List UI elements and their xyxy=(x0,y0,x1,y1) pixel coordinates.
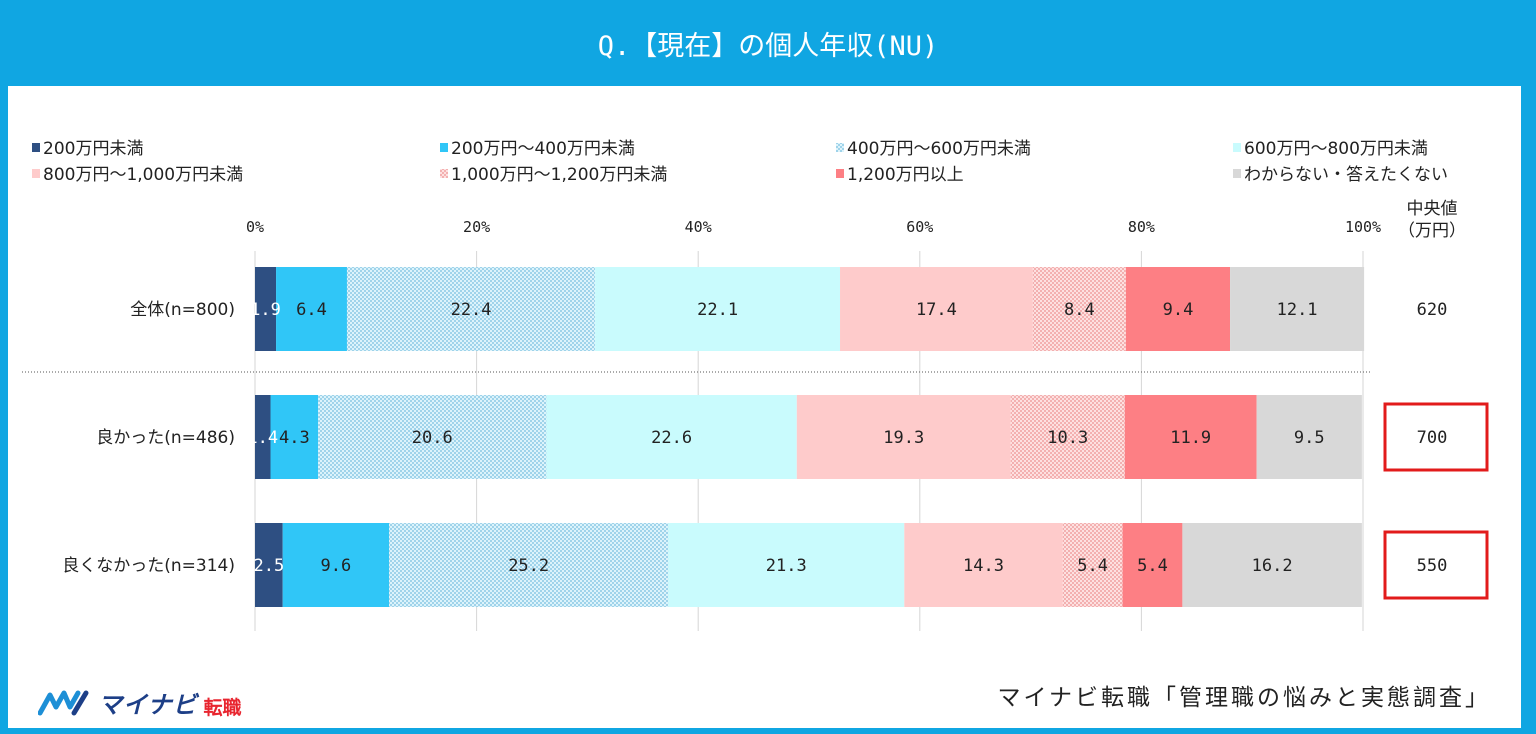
chart-title: Q.【現在】の個人年収(NU) xyxy=(597,30,939,62)
data-label: 4.3 xyxy=(279,428,310,448)
data-label: 2.5 xyxy=(253,556,284,576)
category-label: 良かった(n=486) xyxy=(96,428,235,448)
mynavi-logo-icon xyxy=(38,690,89,716)
legend-label: 1,200万円以上 xyxy=(847,165,964,185)
bar-segment xyxy=(255,395,271,479)
data-label: 22.1 xyxy=(697,300,738,320)
bar-segment xyxy=(668,523,905,607)
data-label: 20.6 xyxy=(412,428,453,448)
median-highlight-box xyxy=(1383,402,1489,472)
bar-segment xyxy=(1062,523,1123,607)
data-label: 11.9 xyxy=(1170,428,1211,448)
bar-segment xyxy=(346,267,596,351)
data-label: 14.3 xyxy=(963,556,1004,576)
data-label: 6.4 xyxy=(296,300,327,320)
bar-segment xyxy=(1182,523,1362,607)
legend-label: 600万円～800万円未満 xyxy=(1244,139,1428,159)
legend-label: 800万円～1,000万円未満 xyxy=(43,165,243,185)
data-label: 9.4 xyxy=(1163,300,1194,320)
legend-swatch xyxy=(836,143,844,152)
data-label: 9.5 xyxy=(1294,428,1325,448)
legend-label: 1,000万円～1,200万円未満 xyxy=(451,165,667,185)
brand-name: マイナビ xyxy=(98,690,198,719)
legend-label: 200万円未満 xyxy=(43,139,143,159)
category-label: 良くなかった(n=314) xyxy=(62,556,235,576)
data-label: 12.1 xyxy=(1277,300,1318,320)
data-label: 1.4 xyxy=(247,428,278,448)
bar-segment xyxy=(1122,523,1183,607)
bar-segment xyxy=(595,267,841,351)
legend-swatch xyxy=(440,143,448,152)
legend-label: わからない・答えたくない xyxy=(1244,165,1448,185)
data-label: 9.6 xyxy=(321,556,352,576)
legend-swatch xyxy=(836,169,844,178)
bar-segment xyxy=(1032,267,1126,351)
median-header: 中央値 xyxy=(1407,199,1458,219)
x-tick-label: 80% xyxy=(1128,218,1155,236)
x-tick-label: 100% xyxy=(1345,218,1381,236)
median-highlight-box xyxy=(1383,530,1489,600)
bar-segment xyxy=(276,267,347,351)
data-label: 1.9 xyxy=(250,300,281,320)
bar-segment xyxy=(1256,395,1362,479)
data-label: 17.4 xyxy=(916,300,957,320)
bar-segment xyxy=(796,395,1011,479)
x-tick-label: 40% xyxy=(685,218,712,236)
data-label: 8.4 xyxy=(1064,300,1095,320)
x-tick-label: 0% xyxy=(246,218,264,236)
median-value: 620 xyxy=(1417,300,1448,320)
data-label: 22.6 xyxy=(651,428,692,448)
data-label: 5.4 xyxy=(1137,556,1168,576)
legend-label: 400万円～600万円未満 xyxy=(847,139,1031,159)
data-label: 16.2 xyxy=(1252,556,1293,576)
legend-swatch xyxy=(32,169,40,178)
bar-segment xyxy=(255,267,277,351)
legend-swatch xyxy=(1233,143,1241,152)
mynavi-logo: マイナビ 転職 xyxy=(38,684,242,720)
bar-segment xyxy=(1125,267,1231,351)
legend-swatch xyxy=(32,143,40,152)
brand-sub: 転職 xyxy=(203,696,242,719)
data-label: 19.3 xyxy=(883,428,924,448)
median-header: （万円） xyxy=(1398,221,1466,241)
bar-segment xyxy=(318,395,547,479)
legend-label: 200万円～400万円未満 xyxy=(451,139,635,159)
bar-segment xyxy=(840,267,1033,351)
bar-segment xyxy=(255,523,283,607)
bar-segment xyxy=(904,523,1063,607)
bar-segment xyxy=(1230,267,1365,351)
bar-segment xyxy=(389,523,669,607)
data-label: 22.4 xyxy=(451,300,492,320)
x-tick-label: 20% xyxy=(463,218,490,236)
data-label: 21.3 xyxy=(766,556,807,576)
median-value: 700 xyxy=(1417,428,1448,448)
stacked-bar-chart: 200万円未満 200万円～400万円未満 400万円～600万円未満 600万円～8… xyxy=(22,139,1489,631)
median-value: 550 xyxy=(1417,556,1448,576)
category-label: 全体(n=800) xyxy=(130,300,235,320)
x-tick-label: 60% xyxy=(906,218,933,236)
bar-segment xyxy=(270,395,319,479)
bar-segment xyxy=(1010,395,1125,479)
data-label: 25.2 xyxy=(508,556,549,576)
data-label: 5.4 xyxy=(1077,556,1108,576)
legend-swatch xyxy=(1233,169,1241,178)
bar-segment xyxy=(1124,395,1257,479)
bar-segment xyxy=(546,395,797,479)
source-note: マイナビ転職「管理職の悩みと実態調査」 xyxy=(997,685,1491,711)
chart-panel: 200万円未満 200万円～400万円未満 400万円～600万円未満 600万円～8… xyxy=(8,86,1521,728)
bar-segment xyxy=(282,523,390,607)
legend-swatch xyxy=(440,169,448,178)
data-label: 10.3 xyxy=(1047,428,1088,448)
